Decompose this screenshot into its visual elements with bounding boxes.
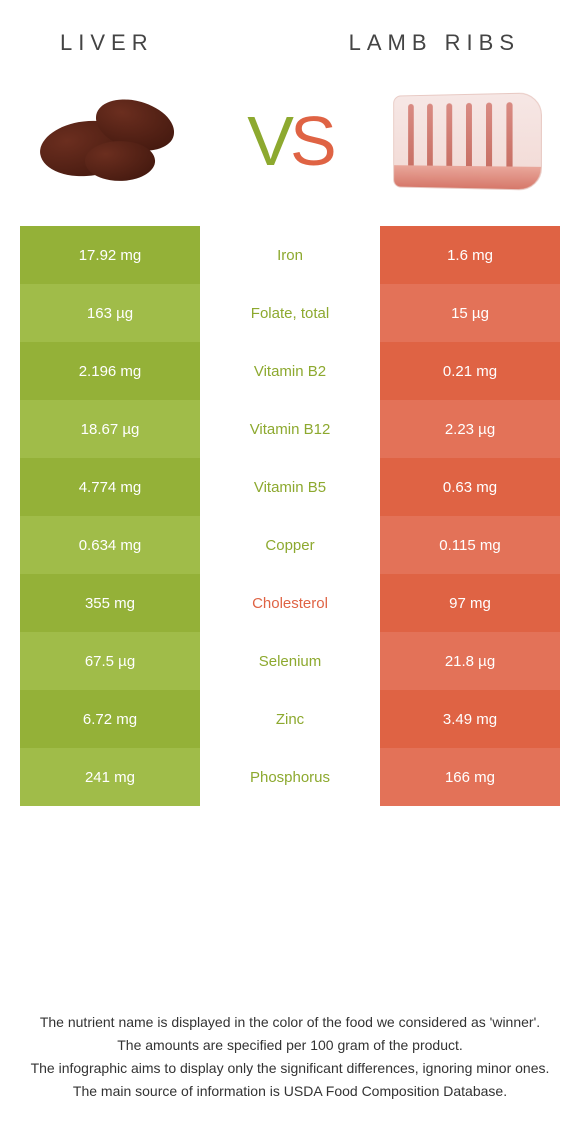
nutrient-label: Vitamin B5 (200, 458, 380, 516)
table-row: 0.634 mgCopper0.115 mg (20, 516, 560, 574)
value-left: 163 µg (20, 284, 200, 342)
value-right: 97 mg (380, 574, 560, 632)
table-row: 2.196 mgVitamin B20.21 mg (20, 342, 560, 400)
vs-v: V (247, 101, 290, 181)
nutrient-table: 17.92 mgIron1.6 mg163 µgFolate, total15 … (20, 226, 560, 806)
value-left: 241 mg (20, 748, 200, 806)
footer-line: The main source of information is USDA F… (30, 1081, 550, 1102)
value-right: 0.63 mg (380, 458, 560, 516)
table-row: 6.72 mgZinc3.49 mg (20, 690, 560, 748)
value-right: 0.21 mg (380, 342, 560, 400)
value-right: 3.49 mg (380, 690, 560, 748)
value-right: 15 µg (380, 284, 560, 342)
value-right: 2.23 µg (380, 400, 560, 458)
hero-row: VS (0, 66, 580, 226)
value-left: 355 mg (20, 574, 200, 632)
nutrient-label: Phosphorus (200, 748, 380, 806)
nutrient-label: Folate, total (200, 284, 380, 342)
value-right: 0.115 mg (380, 516, 560, 574)
liver-image (30, 86, 200, 196)
value-left: 2.196 mg (20, 342, 200, 400)
table-row: 4.774 mgVitamin B50.63 mg (20, 458, 560, 516)
value-left: 67.5 µg (20, 632, 200, 690)
header: LIVER LAMB RIBS (0, 0, 580, 66)
value-left: 18.67 µg (20, 400, 200, 458)
nutrient-label: Cholesterol (200, 574, 380, 632)
footer-line: The infographic aims to display only the… (30, 1058, 550, 1079)
value-left: 17.92 mg (20, 226, 200, 284)
value-right: 166 mg (380, 748, 560, 806)
table-row: 18.67 µgVitamin B122.23 µg (20, 400, 560, 458)
table-row: 67.5 µgSelenium21.8 µg (20, 632, 560, 690)
value-left: 4.774 mg (20, 458, 200, 516)
table-row: 355 mgCholesterol97 mg (20, 574, 560, 632)
value-right: 1.6 mg (380, 226, 560, 284)
nutrient-label: Copper (200, 516, 380, 574)
title-right: LAMB RIBS (349, 30, 520, 56)
footer-notes: The nutrient name is displayed in the co… (30, 1012, 550, 1104)
value-left: 6.72 mg (20, 690, 200, 748)
table-row: 241 mgPhosphorus166 mg (20, 748, 560, 806)
table-row: 17.92 mgIron1.6 mg (20, 226, 560, 284)
nutrient-label: Iron (200, 226, 380, 284)
footer-line: The nutrient name is displayed in the co… (30, 1012, 550, 1033)
table-row: 163 µgFolate, total15 µg (20, 284, 560, 342)
value-right: 21.8 µg (380, 632, 560, 690)
lamb-ribs-image (380, 86, 550, 196)
nutrient-label: Selenium (200, 632, 380, 690)
title-left: LIVER (60, 30, 154, 56)
footer-line: The amounts are specified per 100 gram o… (30, 1035, 550, 1056)
vs-s: S (290, 101, 333, 181)
value-left: 0.634 mg (20, 516, 200, 574)
nutrient-label: Vitamin B12 (200, 400, 380, 458)
nutrient-label: Zinc (200, 690, 380, 748)
nutrient-label: Vitamin B2 (200, 342, 380, 400)
vs-label: VS (247, 101, 332, 181)
